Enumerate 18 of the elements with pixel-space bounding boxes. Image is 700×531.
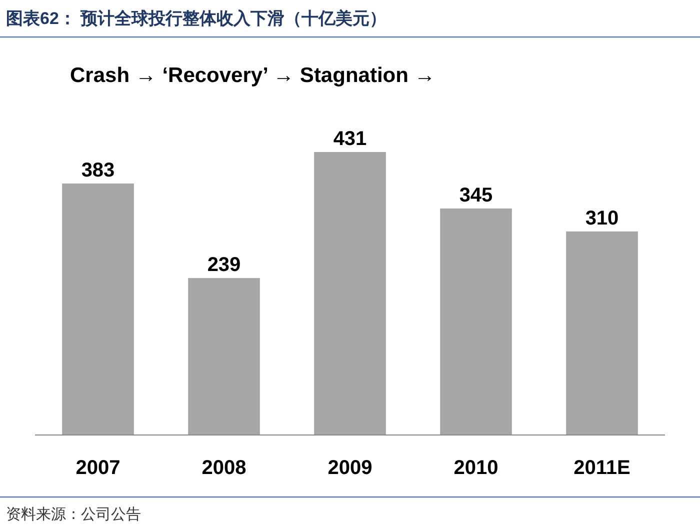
x-tick-label: 2010 (454, 457, 498, 479)
data-label: 383 (81, 160, 115, 182)
bar (188, 278, 260, 435)
x-tick-label: 2009 (328, 457, 372, 479)
data-label: 431 (333, 128, 367, 150)
bar (440, 208, 512, 435)
text: Crash → ‘Recovery’ → Stagnation → (70, 64, 436, 87)
x-tick-label: 2007 (76, 457, 120, 479)
text: 资料来源：公司公告 (6, 506, 141, 523)
data-label: 310 (585, 207, 619, 230)
chart-title: 图表62： 预计全球投行整体收入下滑（十亿美元） (6, 9, 387, 28)
x-tick-label: 2011E (574, 457, 630, 479)
bar (62, 184, 134, 435)
bar (314, 152, 386, 435)
x-tick-label: 2008 (202, 457, 246, 479)
bar (566, 231, 638, 435)
data-label: 239 (207, 254, 241, 276)
data-label: 345 (459, 184, 493, 206)
